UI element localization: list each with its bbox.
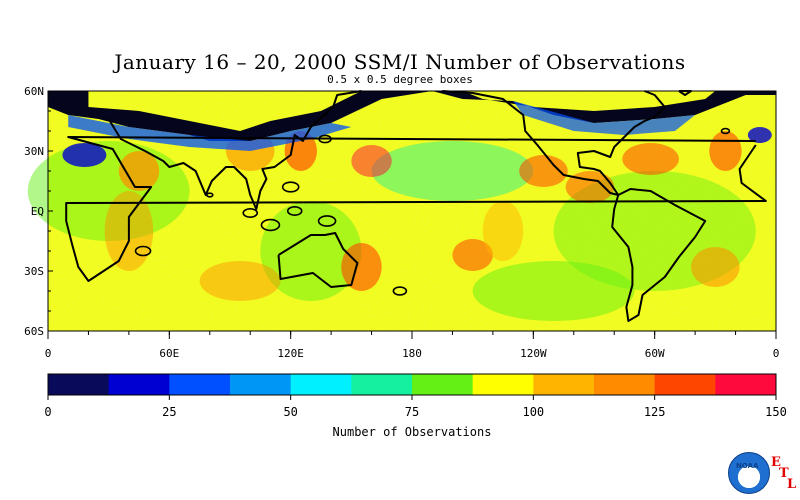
field-blob [709, 131, 742, 171]
colorbar-tick-label: 100 [522, 405, 544, 419]
colorbar-swatch [169, 374, 231, 395]
field-blob [519, 155, 568, 187]
colorbar-tick-label: 0 [44, 405, 51, 419]
colorbar-swatch [230, 374, 292, 395]
lat-tick-label: 30N [24, 145, 44, 158]
colorbar-swatch [472, 374, 534, 395]
coastline-island [720, 127, 731, 135]
field-blob [341, 243, 382, 291]
lab-mark-t: T [779, 466, 789, 481]
colorbar-tick-label: 75 [405, 405, 419, 419]
field-blob [118, 151, 160, 191]
noaa-logo [728, 452, 770, 494]
colorbar-tick-label: 125 [644, 405, 666, 419]
field-blob [351, 145, 392, 177]
low-count-band-america [513, 101, 696, 135]
lat-tick-label: EQ [31, 205, 44, 218]
lon-tick-label: 120E [277, 347, 304, 360]
coastline-island [242, 208, 259, 219]
colorbar-swatch [533, 374, 595, 395]
field-blob [199, 261, 281, 301]
coastline-s-america [611, 188, 707, 322]
colorbar-swatch [351, 374, 413, 395]
lab-mark-l: L [787, 477, 797, 492]
colorbar-swatch [715, 374, 777, 395]
lat-tick-label: 60N [24, 85, 44, 98]
lon-tick-label: 0 [773, 347, 780, 360]
lon-tick-label: 120W [520, 347, 547, 360]
lat-tick-label: 30S [24, 265, 44, 278]
field-blob [452, 239, 493, 271]
field-blob [691, 247, 740, 287]
map-subtitle: 0.5 x 0.5 degree boxes [327, 73, 473, 86]
colorbar-swatch [594, 374, 656, 395]
lon-tick-label: 60E [159, 347, 179, 360]
longitude-axis: 0 60E 120E 180 120W 60W 0 [45, 331, 780, 360]
colorbar-swatch [654, 374, 716, 395]
coastline-australia [277, 232, 359, 288]
colorbar-swatch [290, 374, 352, 395]
coastline-island [260, 218, 281, 232]
colorbar-swatch [108, 374, 170, 395]
low-count-region-atlantic [747, 127, 772, 143]
colorbar-tick-label: 25 [162, 405, 176, 419]
coastline-island [317, 215, 337, 227]
colorbar-tick-label: 150 [765, 405, 787, 419]
field-blob [371, 141, 534, 201]
field-blob [565, 171, 615, 203]
lon-tick-label: 60W [645, 347, 665, 360]
low-count-band-asia [68, 115, 352, 151]
coastlines [65, 90, 767, 322]
coastline-island [392, 286, 408, 296]
colorbar: 0 25 50 75 100 125 150 [44, 373, 787, 419]
coastline-island [205, 192, 214, 198]
latitude-axis: 60N 30N EQ 30S 60S [24, 85, 53, 338]
coastline-island [318, 134, 332, 144]
colorbar-label: Number of Observations [333, 425, 492, 439]
colorbar-tick-label: 50 [283, 405, 297, 419]
coastline-n-america [442, 90, 666, 196]
lab-mark-e: E [771, 455, 781, 470]
coastline-eurasia-s [107, 90, 362, 210]
coastline-island [134, 245, 152, 257]
field-blob [472, 261, 635, 321]
field-blob [482, 201, 524, 261]
colorbar-swatch [412, 374, 474, 395]
colorbar-swatch [48, 374, 110, 395]
coastline-island [281, 181, 300, 193]
lat-tick-label: 60S [24, 325, 44, 338]
low-count-region-sahara [62, 143, 107, 167]
coastline-island [286, 206, 303, 217]
lon-tick-label: 180 [402, 347, 422, 360]
field-blob [260, 201, 362, 301]
map-title: January 16 – 20, 2000 SSM/I Number of Ob… [114, 50, 686, 74]
field-blob [622, 143, 679, 175]
lon-tick-label: 0 [45, 347, 52, 360]
low-count-region-north [48, 91, 776, 141]
coastline-africa [65, 136, 767, 282]
noaa-logo-text: NOAA [736, 462, 759, 470]
